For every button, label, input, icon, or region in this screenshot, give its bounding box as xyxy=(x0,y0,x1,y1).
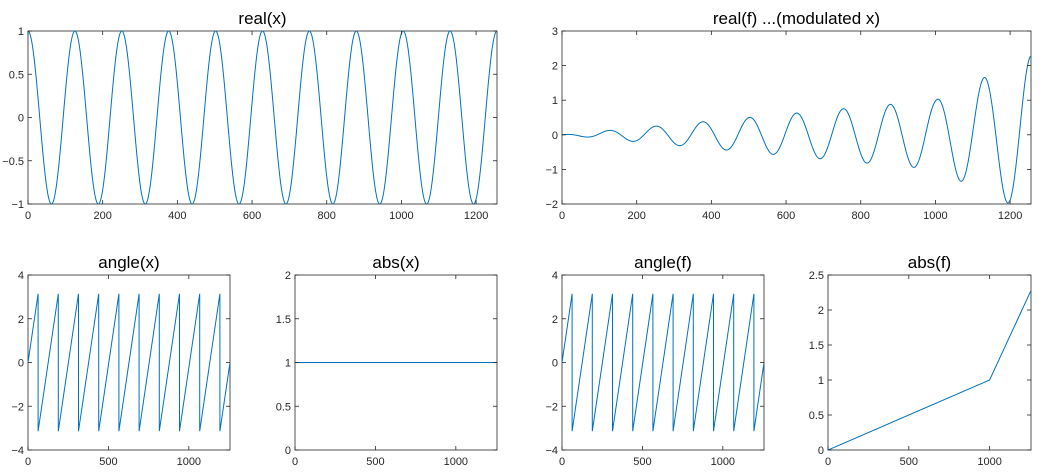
y-tick-label: 4 xyxy=(552,270,558,282)
plot-area xyxy=(827,274,1032,451)
x-tick-label: 1000 xyxy=(177,456,201,468)
y-tick-label: 0 xyxy=(18,113,24,125)
x-tick-label: 400 xyxy=(702,210,720,222)
chart-title: abs(f) xyxy=(908,253,951,272)
chart-real-x: 0 200 400 600 800 1000 1200 −1 −0.5 0 0.5 1 real(x) xyxy=(2,9,498,222)
y-tick-label: −4 xyxy=(11,445,24,457)
x-tick-label: 1000 xyxy=(444,456,468,468)
y-tick-label: 2.5 xyxy=(809,270,824,282)
chart-title: angle(f) xyxy=(634,253,692,272)
x-tick-label: 1200 xyxy=(464,210,488,222)
y-tick-label: −0.5 xyxy=(2,156,24,168)
x-tick-label: 500 xyxy=(633,456,651,468)
y-tick-label: −1 xyxy=(545,164,558,176)
y-tick-label: 0.5 xyxy=(809,410,824,422)
chart-title: angle(x) xyxy=(98,253,159,272)
plot-area xyxy=(561,30,1032,205)
y-tick-label: 1 xyxy=(285,358,291,370)
x-tick-label: 800 xyxy=(318,210,336,222)
series-line xyxy=(28,293,230,432)
y-tick-label: −2 xyxy=(545,199,558,211)
x-tick-label: 400 xyxy=(168,210,186,222)
x-tick-label: 500 xyxy=(900,456,918,468)
y-tick-label: 2 xyxy=(818,305,824,317)
y-tick-label: 0.5 xyxy=(276,401,291,413)
x-tick-label: 200 xyxy=(94,210,112,222)
chart-abs-x: 0 500 1000 0 0.5 1 1.5 2 abs(x) xyxy=(276,253,498,468)
y-tick-label: 2 xyxy=(285,270,291,282)
x-tick-label: 600 xyxy=(243,210,261,222)
x-tick-label: 600 xyxy=(777,210,795,222)
x-tick-label: 0 xyxy=(559,456,565,468)
x-tick-label: 0 xyxy=(292,456,298,468)
y-tick-label: 1 xyxy=(18,26,24,38)
y-tick-label: 2 xyxy=(18,314,24,326)
y-tick-label: 0 xyxy=(552,130,558,142)
x-tick-label: 0 xyxy=(25,456,31,468)
x-tick-label: 1200 xyxy=(998,210,1022,222)
chart-title: real(f) ...(modulated x) xyxy=(713,9,880,28)
y-tick-label: 3 xyxy=(552,26,558,38)
x-tick-label: 0 xyxy=(559,210,565,222)
plot-area xyxy=(27,30,498,205)
x-tick-label: 500 xyxy=(366,456,384,468)
chart-title: abs(x) xyxy=(372,253,419,272)
y-tick-label: −1 xyxy=(11,199,24,211)
series-line xyxy=(562,55,1031,204)
series-line xyxy=(562,293,764,432)
chart-abs-f: 0 500 1000 0 0.5 1 1.5 2 2.5 abs(f) xyxy=(809,253,1032,468)
x-tick-label: 1000 xyxy=(711,456,735,468)
series-line xyxy=(28,31,497,204)
x-tick-label: 1000 xyxy=(389,210,413,222)
x-tick-label: 800 xyxy=(852,210,870,222)
x-tick-label: 1000 xyxy=(977,456,1001,468)
x-tick-label: 0 xyxy=(825,456,831,468)
y-tick-label: 2 xyxy=(552,314,558,326)
chart-angle-f: 0 500 1000 −4 −2 0 2 4 angle(f) xyxy=(545,253,765,468)
chart-title: real(x) xyxy=(238,9,286,28)
x-tick-label: 200 xyxy=(628,210,646,222)
y-tick-label: −2 xyxy=(11,401,24,413)
series-line xyxy=(828,290,1031,450)
y-tick-label: 1.5 xyxy=(809,340,824,352)
y-tick-label: 0 xyxy=(18,358,24,370)
y-tick-label: 0 xyxy=(285,445,291,457)
y-tick-label: 1.5 xyxy=(276,314,291,326)
y-tick-label: 1 xyxy=(818,375,824,387)
y-tick-label: 0 xyxy=(818,445,824,457)
x-tick-label: 0 xyxy=(25,210,31,222)
y-tick-label: −2 xyxy=(545,401,558,413)
y-tick-label: 0.5 xyxy=(9,69,24,81)
y-tick-label: 2 xyxy=(552,61,558,73)
y-tick-label: 0 xyxy=(552,358,558,370)
x-tick-label: 500 xyxy=(99,456,117,468)
x-tick-label: 1000 xyxy=(923,210,947,222)
chart-real-f: 0 200 400 600 800 1000 1200 −2 −1 0 1 2 3 real(f) ...… xyxy=(545,9,1032,222)
y-tick-label: −4 xyxy=(545,445,558,457)
y-tick-label: 4 xyxy=(18,270,24,282)
y-tick-label: 1 xyxy=(552,95,558,107)
chart-angle-x: 0 500 1000 −4 −2 0 2 4 angle(x) xyxy=(11,253,231,468)
